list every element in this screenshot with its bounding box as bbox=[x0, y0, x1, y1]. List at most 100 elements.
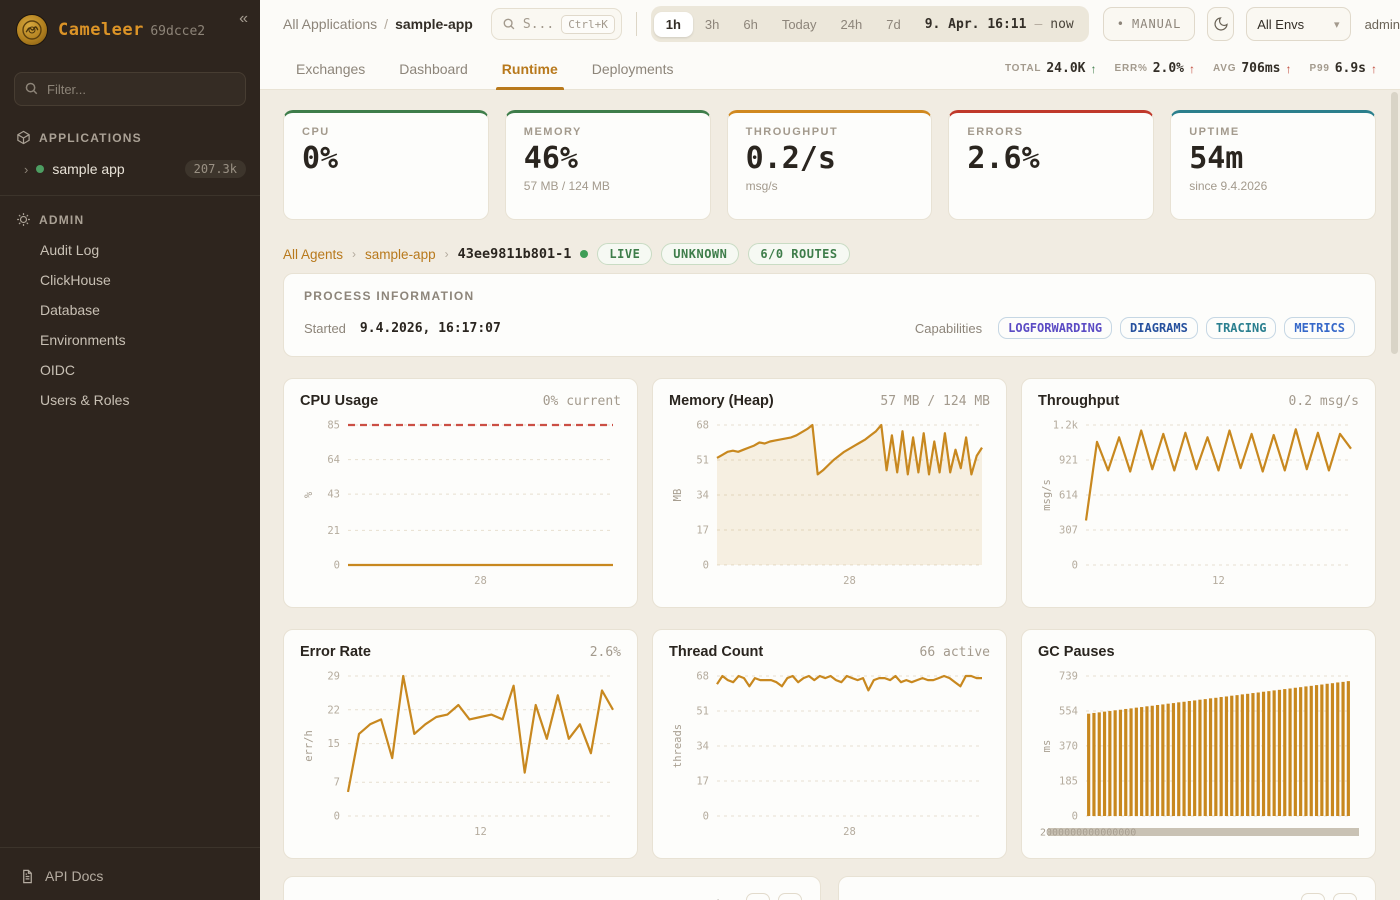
svg-text:185: 185 bbox=[1059, 775, 1078, 787]
search-placeholder: S... bbox=[522, 16, 555, 32]
svg-text:68: 68 bbox=[696, 420, 709, 432]
time-range-7d[interactable]: 7d bbox=[874, 12, 912, 37]
filter-input[interactable] bbox=[14, 72, 246, 106]
svg-text:28: 28 bbox=[843, 575, 856, 587]
app-item-label: sample app bbox=[52, 161, 125, 177]
timeline-events-count: 4 events bbox=[1233, 898, 1291, 900]
cpu-usage-plot: 0 21 43 64 85% 28 bbox=[300, 415, 621, 593]
refresh-button[interactable]: ↻ bbox=[778, 893, 802, 900]
expand-chevron-icon[interactable]: › bbox=[24, 161, 29, 177]
svg-text:1.2k: 1.2k bbox=[1053, 420, 1079, 432]
tab-runtime[interactable]: Runtime bbox=[495, 48, 564, 90]
timeline-panel: Timeline 4 events ↓ ↻ bbox=[838, 876, 1376, 900]
bottom-panels: APPLICATION LOG 100 entries ↓ ↻ Timeline… bbox=[283, 876, 1376, 900]
download-button[interactable]: ↓ bbox=[1301, 893, 1325, 900]
date-range-dash: — bbox=[1034, 16, 1043, 32]
svg-text:2000000000000000: 2000000000000000 bbox=[1040, 828, 1136, 839]
stat-err: ERR% 2.0% ↑ bbox=[1114, 61, 1196, 76]
svg-text:43: 43 bbox=[327, 489, 340, 501]
throughput-plot: 0 307 614 921 1.2k msg/s 12 bbox=[1038, 415, 1359, 593]
sidebar-item-clickhouse[interactable]: ClickHouse bbox=[40, 272, 111, 288]
sidebar-item-users-roles[interactable]: Users & Roles bbox=[40, 392, 130, 408]
tab-exchanges[interactable]: Exchanges bbox=[296, 60, 366, 77]
sidebar-header: Cameleer 69dcce2 « bbox=[0, 0, 260, 58]
sidebar-item-api-docs[interactable]: API Docs bbox=[0, 856, 260, 900]
tab-deployments[interactable]: Deployments bbox=[591, 60, 674, 77]
header-stats: TOTAL 24.0K ↑ ERR% 2.0% ↑ AVG 706ms ↑ P9… bbox=[1005, 61, 1377, 76]
process-information-panel: PROCESS INFORMATION Started 9.4.2026, 16… bbox=[283, 273, 1376, 357]
chart-memory-heap: Memory (Heap) 57 MB / 124 MB 0 17 34 51 68 MB… bbox=[652, 378, 1007, 608]
time-range-24h[interactable]: 24h bbox=[829, 12, 875, 37]
document-icon bbox=[23, 869, 32, 883]
dark-mode-toggle[interactable] bbox=[1207, 7, 1235, 41]
vertical-scrollbar[interactable] bbox=[1391, 92, 1398, 354]
svg-text:0: 0 bbox=[1072, 811, 1078, 823]
badge-unknown: UNKNOWN bbox=[661, 243, 740, 265]
all-agents-link[interactable]: All Agents bbox=[283, 246, 344, 262]
application-log-panel: APPLICATION LOG 100 entries ↓ ↻ bbox=[283, 876, 821, 900]
metric-card-memory: MEMORY 46% 57 MB / 124 MB bbox=[504, 110, 711, 220]
cube-icon bbox=[17, 130, 30, 145]
divider bbox=[635, 12, 637, 36]
up-arrow-icon: ↑ bbox=[1371, 61, 1377, 76]
svg-text:MB: MB bbox=[672, 489, 684, 502]
search-icon bbox=[503, 18, 515, 30]
svg-text:28: 28 bbox=[843, 826, 856, 838]
metric-card-errors: ERRORS 2.6% bbox=[948, 110, 1155, 220]
global-search-button[interactable]: S... Ctrl+K bbox=[490, 8, 622, 40]
time-range-control: 1h 3h 6h Today 24h 7d 9. Apr. 16:11 — no… bbox=[650, 6, 1089, 42]
manual-refresh-button[interactable]: • MANUAL bbox=[1102, 7, 1196, 41]
svg-text:0: 0 bbox=[1072, 560, 1078, 572]
refresh-icon: ↻ bbox=[1340, 897, 1351, 900]
breadcrumb-all-applications[interactable]: All Applications bbox=[283, 16, 378, 32]
sidebar-collapse-icon[interactable]: « bbox=[239, 10, 248, 27]
svg-text:threads: threads bbox=[672, 724, 684, 768]
svg-text:921: 921 bbox=[1059, 455, 1078, 467]
refresh-button[interactable]: ↻ bbox=[1333, 893, 1357, 900]
time-range-today[interactable]: Today bbox=[770, 12, 829, 37]
agent-id: 43ee9811b801-1 bbox=[457, 246, 572, 262]
environment-select[interactable]: All Envs ▾ bbox=[1246, 7, 1351, 41]
sidebar-item-oidc[interactable]: OIDC bbox=[40, 362, 75, 378]
time-range-3h[interactable]: 3h bbox=[693, 12, 731, 37]
capabilities: Capabilities LOGFORWARDING DIAGRAMS TRAC… bbox=[915, 317, 1355, 339]
time-range-6h[interactable]: 6h bbox=[731, 12, 769, 37]
svg-text:51: 51 bbox=[696, 455, 709, 467]
svg-text:%: % bbox=[303, 491, 315, 498]
tab-dashboard[interactable]: Dashboard bbox=[399, 60, 468, 77]
svg-text:12: 12 bbox=[474, 826, 487, 838]
sidebar-item-environments[interactable]: Environments bbox=[40, 332, 126, 348]
badge-routes: 6/0 ROUTES bbox=[748, 243, 850, 265]
divider bbox=[0, 847, 260, 848]
metric-cards-row: CPU 0% MEMORY 46% 57 MB / 124 MB THROUGH… bbox=[283, 110, 1376, 220]
svg-text:msg/s: msg/s bbox=[1041, 479, 1053, 511]
breadcrumb-current: sample-app bbox=[395, 16, 473, 32]
up-arrow-icon: ↑ bbox=[1285, 61, 1292, 76]
stat-avg: AVG 706ms ↑ bbox=[1213, 61, 1292, 76]
chevron-right-icon: › bbox=[444, 247, 449, 261]
date-to[interactable]: now bbox=[1050, 16, 1074, 32]
chart-error-rate: Error Rate 2.6% 0 7 15 22 29 err/h 12 bbox=[283, 629, 638, 859]
svg-text:85: 85 bbox=[327, 420, 340, 432]
started-value: 9.4.2026, 16:17:07 bbox=[359, 320, 501, 336]
svg-text:7: 7 bbox=[334, 777, 340, 789]
gear-icon bbox=[17, 213, 30, 226]
status-dot bbox=[36, 165, 45, 173]
breadcrumb-separator: / bbox=[384, 16, 389, 32]
capability-diagrams: DIAGRAMS bbox=[1120, 317, 1198, 339]
date-from[interactable]: 9. Apr. 16:11 bbox=[924, 16, 1027, 32]
time-range-1h[interactable]: 1h bbox=[653, 11, 693, 37]
sidebar-item-sample-app[interactable]: › sample app 207.3k bbox=[0, 153, 260, 185]
sidebar-item-database[interactable]: Database bbox=[40, 302, 100, 318]
agent-app-link[interactable]: sample-app bbox=[365, 246, 436, 262]
svg-text:17: 17 bbox=[696, 525, 709, 537]
tab-bar: Exchanges Dashboard Runtime Deployments … bbox=[260, 48, 1400, 90]
charts-row-1: CPU Usage 0% current 0 21 43 64 85% 28 Memory… bbox=[283, 378, 1376, 608]
chart-thread-count: Thread Count 66 active 0 17 34 51 68 threads 2… bbox=[652, 629, 1007, 859]
metric-card-throughput: THROUGHPUT 0.2/s msg/s bbox=[726, 110, 933, 220]
user-name[interactable]: admin bbox=[1364, 16, 1400, 32]
agent-breadcrumb: All Agents › sample-app › 43ee9811b801-1… bbox=[283, 240, 1376, 268]
sidebar-item-audit-log[interactable]: Audit Log bbox=[40, 242, 100, 258]
download-button[interactable]: ↓ bbox=[746, 893, 770, 900]
search-icon bbox=[24, 81, 39, 101]
